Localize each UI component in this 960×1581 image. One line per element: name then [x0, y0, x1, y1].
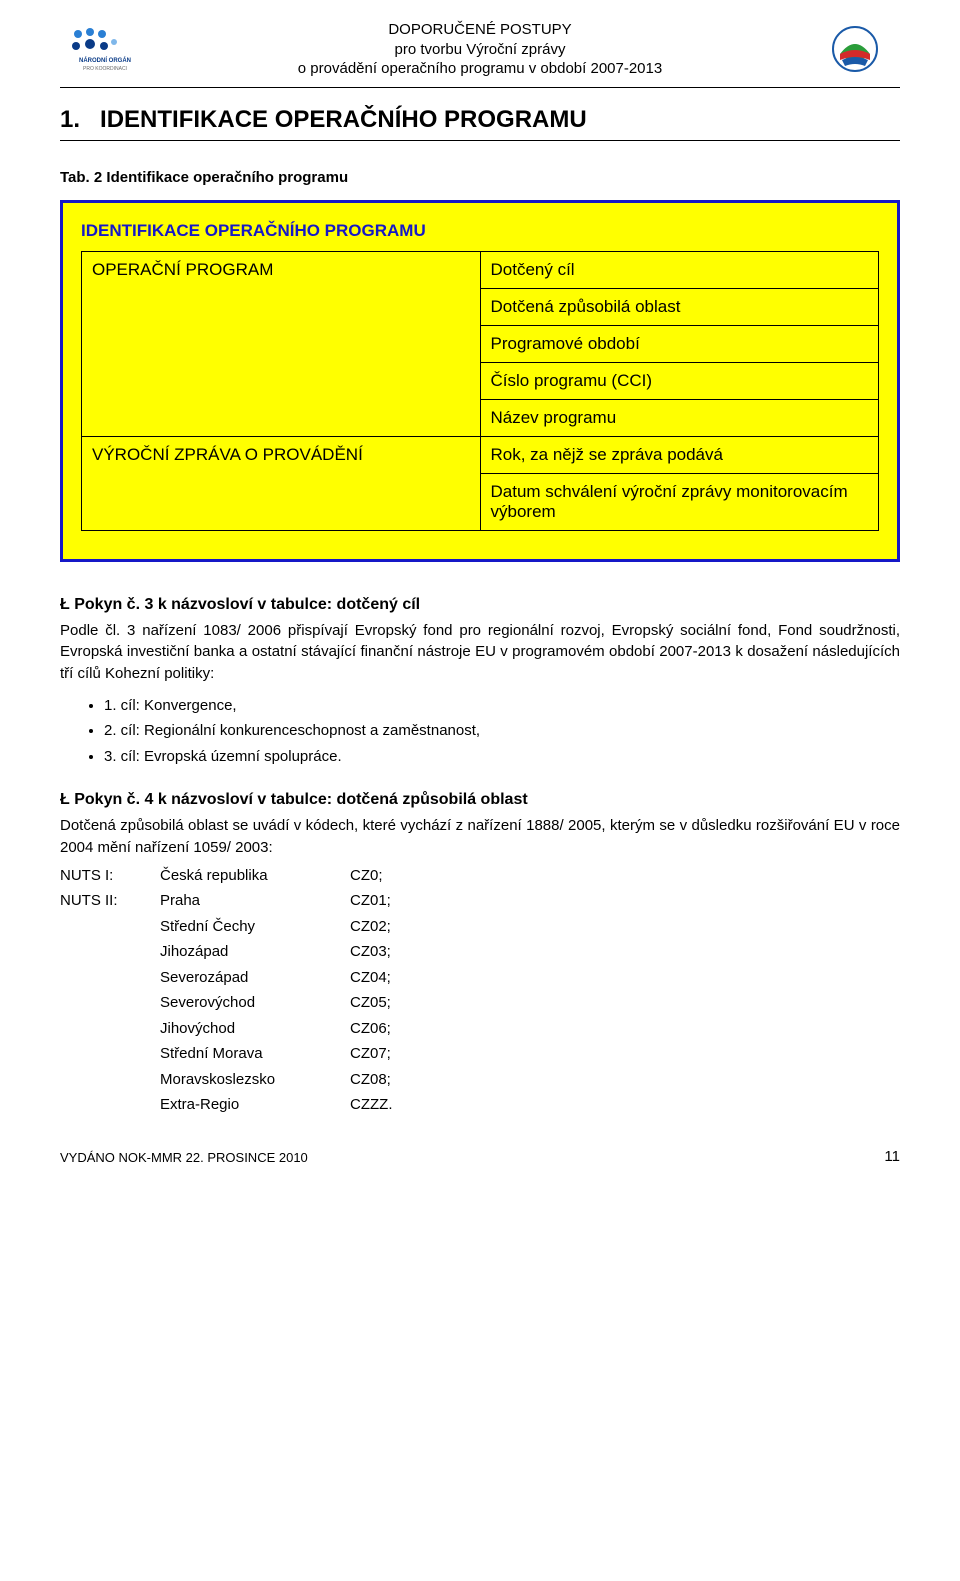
nuts-row: Severovýchod CZ05; [60, 990, 900, 1016]
nuts-label: NUTS II: [60, 888, 160, 914]
pokyn3-heading: Ł Pokyn č. 3 k názvosloví v tabulce: dot… [60, 596, 900, 614]
nuts-row: NUTS I: Česká republika CZ0; [60, 863, 900, 889]
nuts-name: Jihovýchod [160, 1016, 350, 1042]
identification-table: OPERAČNÍ PROGRAM Dotčený cíl Dotčená způ… [81, 251, 879, 531]
nuts-code: CZ07; [350, 1041, 391, 1067]
pokyn3-bullets: 1. cíl: Konvergence, 2. cíl: Regionální … [60, 693, 900, 770]
nok-logo-icon: NÁRODNÍ ORGÁN PRO KOORDINACI [60, 24, 150, 74]
nuts-label [60, 1016, 160, 1042]
nuts-row: Jihovýchod CZ06; [60, 1016, 900, 1042]
nuts-code: CZ01; [350, 888, 391, 914]
nuts-name: Severovýchod [160, 990, 350, 1016]
nuts-name: Střední Morava [160, 1041, 350, 1067]
svg-text:PRO KOORDINACI: PRO KOORDINACI [83, 66, 127, 72]
nuts-code: CZ08; [350, 1067, 391, 1093]
cell-left: OPERAČNÍ PROGRAM [82, 251, 481, 436]
nuts-code: CZ06; [350, 1016, 391, 1042]
nuts-label [60, 914, 160, 940]
cell-right: Číslo programu (CCI) [480, 362, 879, 399]
nuts-code: CZ04; [350, 965, 391, 991]
figure-caption: Tab. 2 Identifikace operačního programu [60, 169, 900, 186]
section-title-text: IDENTIFIKACE OPERAČNÍHO PROGRAMU [100, 106, 587, 133]
cell-right: Datum schválení výroční zprávy monitorov… [480, 473, 879, 530]
nuts-label [60, 939, 160, 965]
nuts-label [60, 1067, 160, 1093]
list-item: 1. cíl: Konvergence, [104, 693, 900, 719]
cell-right: Dotčený cíl [480, 251, 879, 288]
page: NÁRODNÍ ORGÁN PRO KOORDINACI DOPORUČENÉ … [0, 0, 960, 1185]
nuts-name: Střední Čechy [160, 914, 350, 940]
nuts-name: Extra-Regio [160, 1092, 350, 1118]
header-title: DOPORUČENÉ POSTUPY pro tvorbu Výroční zp… [150, 20, 810, 79]
mmr-logo-icon [810, 24, 900, 74]
highlighted-block: IDENTIFIKACE OPERAČNÍHO PROGRAMU OPERAČN… [60, 200, 900, 562]
cell-right: Dotčená způsobilá oblast [480, 288, 879, 325]
section-title: 1. IDENTIFIKACE OPERAČNÍHO PROGRAMU [60, 106, 900, 134]
pokyn4-para: Dotčená způsobilá oblast se uvádí v kóde… [60, 815, 900, 859]
pokyn3-para: Podle čl. 3 nařízení 1083/ 2006 přispíva… [60, 620, 900, 685]
nuts-list: NUTS I: Česká republika CZ0; NUTS II: Pr… [60, 863, 900, 1118]
page-number: 11 [884, 1148, 900, 1165]
cell-right: Programové období [480, 325, 879, 362]
nuts-code: CZ02; [350, 914, 391, 940]
header-line1: DOPORUČENÉ POSTUPY [150, 20, 810, 40]
nuts-row: Jihozápad CZ03; [60, 939, 900, 965]
nuts-name: Praha [160, 888, 350, 914]
highlighted-heading: IDENTIFIKACE OPERAČNÍHO PROGRAMU [81, 221, 879, 241]
nuts-code: CZ0; [350, 863, 383, 889]
pokyn4-heading: Ł Pokyn č. 4 k názvosloví v tabulce: dot… [60, 791, 900, 809]
nuts-row: Moravskoslezsko CZ08; [60, 1067, 900, 1093]
svg-text:NÁRODNÍ ORGÁN: NÁRODNÍ ORGÁN [79, 56, 131, 64]
table-row: OPERAČNÍ PROGRAM Dotčený cíl [82, 251, 879, 288]
nuts-label [60, 1092, 160, 1118]
nuts-label [60, 965, 160, 991]
nuts-row: Střední Morava CZ07; [60, 1041, 900, 1067]
header-line3: o provádění operačního programu v období… [150, 59, 810, 79]
nuts-label: NUTS I: [60, 863, 160, 889]
nuts-name: Česká republika [160, 863, 350, 889]
nuts-code: CZZZ. [350, 1092, 393, 1118]
list-item: 2. cíl: Regionální konkurenceschopnost a… [104, 718, 900, 744]
nuts-row: NUTS II: Praha CZ01; [60, 888, 900, 914]
logo-right [810, 24, 900, 74]
nuts-row: Extra-Regio CZZZ. [60, 1092, 900, 1118]
nuts-code: CZ05; [350, 990, 391, 1016]
cell-right: Název programu [480, 399, 879, 436]
page-header: NÁRODNÍ ORGÁN PRO KOORDINACI DOPORUČENÉ … [60, 20, 900, 79]
cell-left: VÝROČNÍ ZPRÁVA O PROVÁDĚNÍ [82, 436, 481, 530]
nuts-row: Severozápad CZ04; [60, 965, 900, 991]
header-line2: pro tvorbu Výroční zprávy [150, 40, 810, 60]
footer-left: VYDÁNO NOK-MMR 22. PROSINCE 2010 [60, 1150, 308, 1165]
list-item: 3. cíl: Evropská územní spolupráce. [104, 744, 900, 770]
nuts-name: Jihozápad [160, 939, 350, 965]
nuts-row: Střední Čechy CZ02; [60, 914, 900, 940]
logo-left: NÁRODNÍ ORGÁN PRO KOORDINACI [60, 24, 150, 74]
nuts-code: CZ03; [350, 939, 391, 965]
nuts-label [60, 990, 160, 1016]
cell-right: Rok, za nějž se zpráva podává [480, 436, 879, 473]
nuts-name: Moravskoslezsko [160, 1067, 350, 1093]
nuts-label [60, 1041, 160, 1067]
nuts-name: Severozápad [160, 965, 350, 991]
table-row: VÝROČNÍ ZPRÁVA O PROVÁDĚNÍ Rok, za nějž … [82, 436, 879, 473]
header-rule [60, 87, 900, 88]
section-rule [60, 140, 900, 141]
section-number: 1. [60, 106, 80, 133]
page-footer: VYDÁNO NOK-MMR 22. PROSINCE 2010 11 [60, 1148, 900, 1165]
